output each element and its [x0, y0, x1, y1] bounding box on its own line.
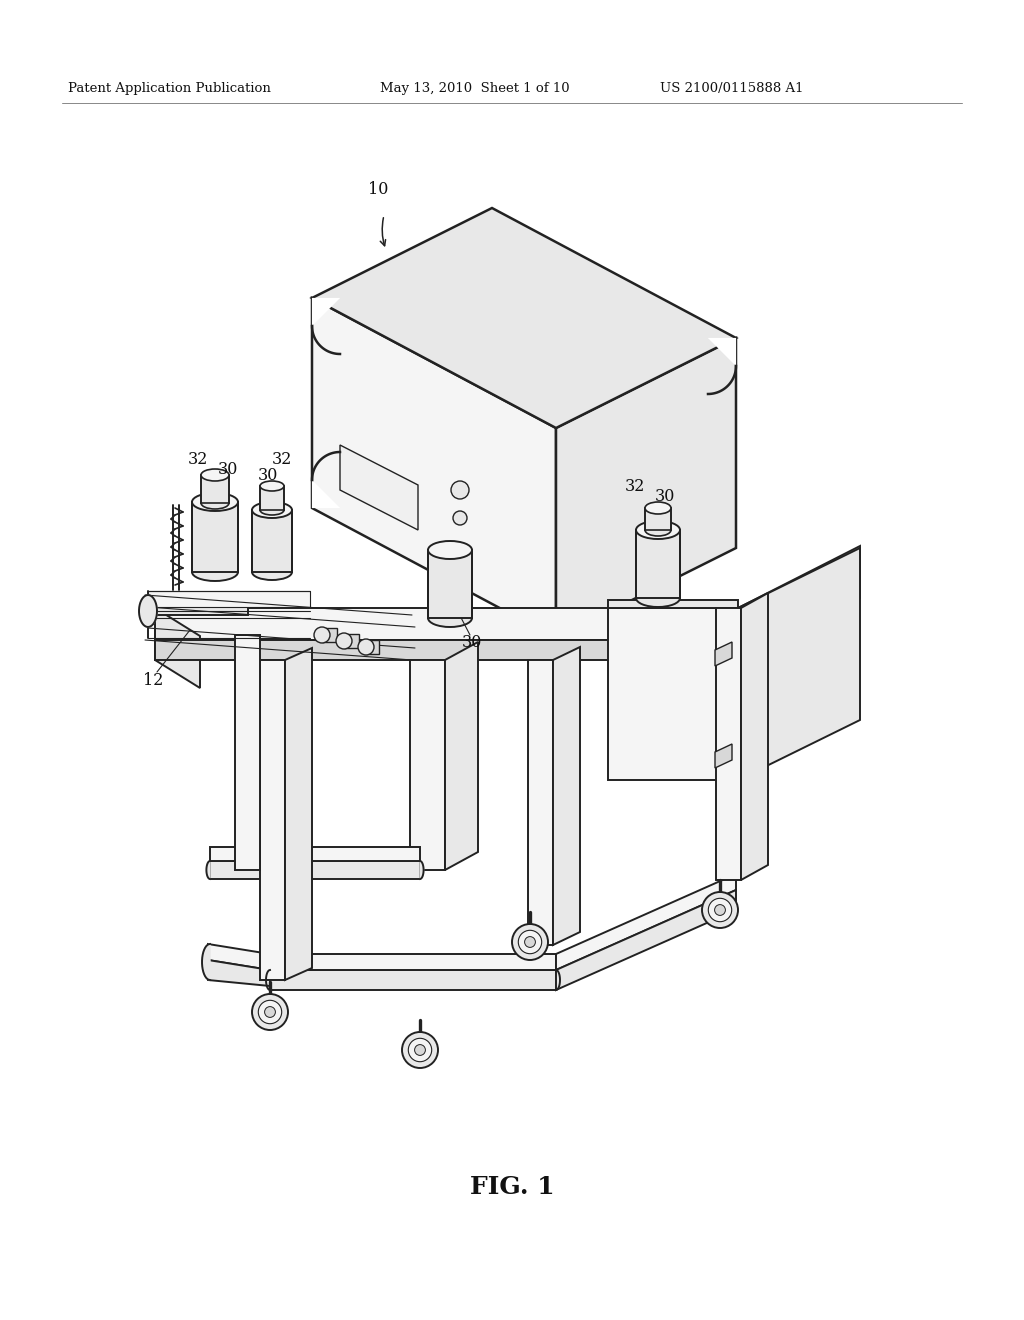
Polygon shape	[364, 640, 379, 653]
Polygon shape	[270, 970, 556, 990]
Polygon shape	[608, 609, 738, 780]
Polygon shape	[312, 209, 736, 428]
Text: May 13, 2010  Sheet 1 of 10: May 13, 2010 Sheet 1 of 10	[380, 82, 569, 95]
Polygon shape	[445, 642, 478, 870]
Polygon shape	[708, 338, 736, 366]
Polygon shape	[556, 890, 736, 990]
Circle shape	[702, 892, 738, 928]
Circle shape	[715, 904, 725, 915]
Circle shape	[252, 994, 288, 1030]
Polygon shape	[155, 609, 200, 688]
Text: 12: 12	[143, 672, 164, 689]
Ellipse shape	[645, 524, 671, 536]
Polygon shape	[312, 480, 340, 508]
Text: Patent Application Publication: Patent Application Publication	[68, 82, 271, 95]
Circle shape	[524, 937, 536, 948]
Polygon shape	[608, 601, 738, 609]
Polygon shape	[556, 338, 736, 638]
Text: FIG. 1: FIG. 1	[470, 1175, 554, 1199]
Polygon shape	[556, 874, 736, 970]
Polygon shape	[139, 595, 157, 627]
Polygon shape	[636, 531, 680, 598]
Circle shape	[358, 639, 374, 655]
Ellipse shape	[636, 589, 680, 607]
Circle shape	[402, 1032, 438, 1068]
Polygon shape	[556, 970, 560, 990]
Polygon shape	[645, 508, 671, 531]
Ellipse shape	[193, 492, 238, 511]
Polygon shape	[208, 960, 270, 986]
Circle shape	[518, 931, 542, 953]
Polygon shape	[738, 548, 860, 780]
Polygon shape	[234, 635, 260, 870]
Ellipse shape	[428, 541, 472, 558]
Polygon shape	[410, 660, 445, 870]
Ellipse shape	[201, 469, 229, 480]
Polygon shape	[155, 609, 738, 640]
Text: 30: 30	[655, 488, 676, 506]
Polygon shape	[553, 647, 580, 945]
Circle shape	[709, 899, 732, 921]
Ellipse shape	[252, 564, 292, 579]
Text: 32: 32	[625, 478, 645, 495]
Polygon shape	[140, 607, 248, 615]
Circle shape	[512, 924, 548, 960]
Polygon shape	[207, 861, 210, 879]
Ellipse shape	[428, 609, 472, 627]
Circle shape	[415, 1044, 425, 1056]
Text: US 2100/0115888 A1: US 2100/0115888 A1	[660, 82, 804, 95]
Polygon shape	[738, 546, 860, 640]
Polygon shape	[322, 628, 337, 642]
Polygon shape	[716, 609, 741, 880]
Polygon shape	[201, 475, 229, 503]
Polygon shape	[202, 944, 210, 979]
Polygon shape	[344, 634, 359, 648]
Polygon shape	[260, 486, 284, 510]
Polygon shape	[741, 593, 768, 880]
Polygon shape	[270, 954, 556, 970]
Ellipse shape	[252, 502, 292, 517]
Text: 32: 32	[188, 451, 208, 469]
Polygon shape	[210, 861, 420, 879]
Polygon shape	[252, 510, 292, 572]
Text: 30: 30	[218, 461, 239, 478]
Text: 30: 30	[258, 467, 279, 484]
Polygon shape	[738, 578, 860, 660]
Ellipse shape	[636, 521, 680, 539]
Polygon shape	[208, 944, 270, 970]
Ellipse shape	[260, 506, 284, 515]
Polygon shape	[340, 445, 418, 531]
Polygon shape	[285, 648, 312, 979]
Ellipse shape	[260, 480, 284, 491]
Polygon shape	[420, 861, 424, 879]
Polygon shape	[148, 591, 310, 607]
Ellipse shape	[193, 564, 238, 581]
Text: 32: 32	[272, 451, 293, 469]
Circle shape	[336, 634, 352, 649]
Polygon shape	[210, 847, 420, 861]
Circle shape	[409, 1039, 432, 1061]
Polygon shape	[266, 970, 270, 990]
Ellipse shape	[453, 511, 467, 525]
Circle shape	[258, 1001, 282, 1024]
Polygon shape	[715, 642, 732, 667]
Polygon shape	[428, 550, 472, 618]
Ellipse shape	[645, 502, 671, 513]
Ellipse shape	[451, 480, 469, 499]
Circle shape	[314, 627, 330, 643]
Polygon shape	[155, 640, 738, 660]
Polygon shape	[260, 660, 285, 979]
Circle shape	[264, 1007, 275, 1018]
Polygon shape	[312, 298, 556, 638]
Polygon shape	[193, 502, 238, 572]
Text: 10: 10	[368, 181, 388, 198]
Polygon shape	[528, 660, 553, 945]
Polygon shape	[715, 744, 732, 768]
Text: 30: 30	[462, 634, 482, 651]
Ellipse shape	[201, 498, 229, 510]
Polygon shape	[312, 298, 340, 326]
